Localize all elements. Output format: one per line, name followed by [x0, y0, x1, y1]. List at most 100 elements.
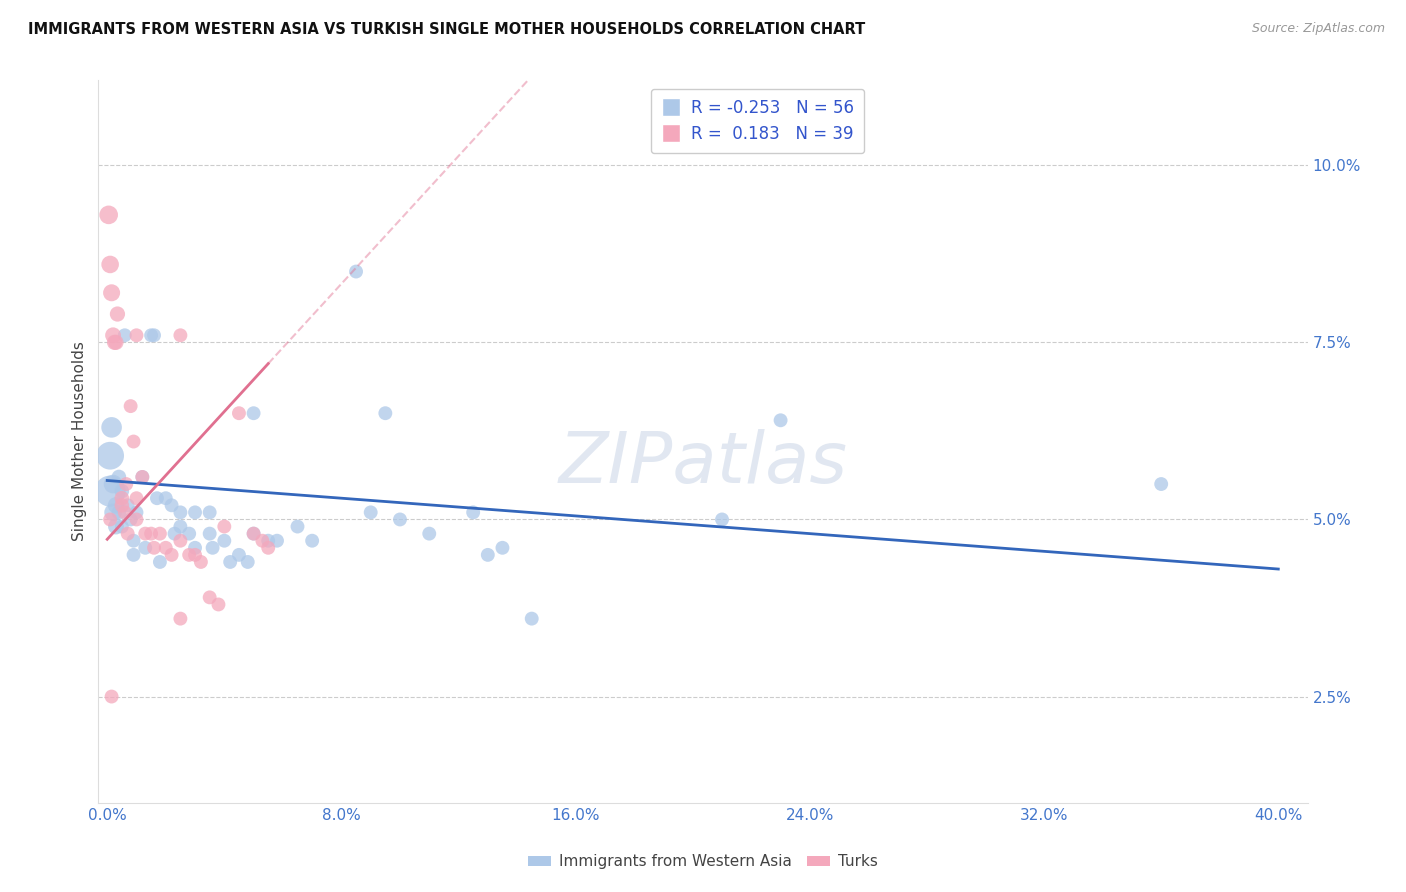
- Point: [163, 526, 186, 541]
- Point: [190, 555, 212, 569]
- Point: [143, 541, 166, 555]
- Point: [111, 484, 134, 499]
- Point: [344, 264, 367, 278]
- Point: [122, 548, 145, 562]
- Point: [228, 406, 250, 420]
- Point: [184, 541, 207, 555]
- Text: IMMIGRANTS FROM WESTERN ASIA VS TURKISH SINGLE MOTHER HOUSEHOLDS CORRELATION CHA: IMMIGRANTS FROM WESTERN ASIA VS TURKISH …: [28, 22, 865, 37]
- Point: [125, 328, 148, 343]
- Point: [520, 612, 543, 626]
- Point: [98, 512, 121, 526]
- Point: [101, 328, 124, 343]
- Point: [117, 498, 139, 512]
- Point: [418, 526, 440, 541]
- Point: [266, 533, 288, 548]
- Point: [143, 328, 166, 343]
- Point: [97, 208, 120, 222]
- Point: [100, 285, 122, 300]
- Point: [198, 591, 221, 605]
- Point: [103, 335, 125, 350]
- Point: [179, 526, 201, 541]
- Point: [242, 526, 264, 541]
- Point: [287, 519, 309, 533]
- Point: [114, 328, 136, 343]
- Legend: R = -0.253   N = 56, R =  0.183   N = 39: R = -0.253 N = 56, R = 0.183 N = 39: [651, 88, 863, 153]
- Point: [198, 505, 221, 519]
- Point: [146, 491, 169, 506]
- Point: [107, 307, 129, 321]
- Point: [160, 548, 183, 562]
- Point: [184, 548, 207, 562]
- Point: [179, 548, 201, 562]
- Point: [201, 541, 224, 555]
- Text: ZIPatlas: ZIPatlas: [558, 429, 848, 498]
- Point: [769, 413, 792, 427]
- Point: [101, 477, 124, 491]
- Point: [104, 498, 127, 512]
- Point: [131, 470, 153, 484]
- Point: [160, 498, 183, 512]
- Point: [169, 505, 191, 519]
- Point: [214, 533, 236, 548]
- Point: [388, 512, 411, 526]
- Point: [149, 555, 172, 569]
- Point: [360, 505, 382, 519]
- Point: [139, 526, 162, 541]
- Point: [252, 533, 274, 548]
- Point: [1150, 477, 1173, 491]
- Point: [198, 526, 221, 541]
- Point: [169, 533, 191, 548]
- Point: [111, 519, 134, 533]
- Point: [149, 526, 172, 541]
- Point: [477, 548, 499, 562]
- Point: [257, 541, 280, 555]
- Point: [155, 541, 177, 555]
- Point: [184, 505, 207, 519]
- Point: [207, 598, 229, 612]
- Point: [131, 470, 153, 484]
- Point: [242, 526, 264, 541]
- Point: [100, 690, 122, 704]
- Point: [114, 505, 136, 519]
- Point: [101, 505, 124, 519]
- Point: [134, 526, 156, 541]
- Point: [463, 505, 485, 519]
- Legend: Immigrants from Western Asia, Turks: Immigrants from Western Asia, Turks: [522, 848, 884, 875]
- Point: [108, 470, 131, 484]
- Point: [155, 491, 177, 506]
- Point: [115, 477, 138, 491]
- Point: [125, 512, 148, 526]
- Point: [242, 406, 264, 420]
- Point: [104, 335, 127, 350]
- Point: [122, 434, 145, 449]
- Point: [111, 498, 134, 512]
- Point: [139, 328, 162, 343]
- Point: [100, 420, 122, 434]
- Point: [228, 548, 250, 562]
- Point: [120, 399, 142, 413]
- Point: [125, 505, 148, 519]
- Point: [219, 555, 242, 569]
- Point: [111, 491, 134, 506]
- Point: [214, 519, 236, 533]
- Y-axis label: Single Mother Households: Single Mother Households: [72, 342, 87, 541]
- Text: Source: ZipAtlas.com: Source: ZipAtlas.com: [1251, 22, 1385, 36]
- Point: [134, 541, 156, 555]
- Point: [257, 533, 280, 548]
- Point: [117, 526, 139, 541]
- Point: [169, 328, 191, 343]
- Point: [98, 449, 121, 463]
- Point: [122, 533, 145, 548]
- Point: [120, 512, 142, 526]
- Point: [125, 491, 148, 506]
- Point: [711, 512, 734, 526]
- Point: [301, 533, 323, 548]
- Point: [98, 257, 121, 271]
- Point: [169, 612, 191, 626]
- Point: [108, 505, 131, 519]
- Point: [104, 519, 127, 533]
- Point: [374, 406, 396, 420]
- Point: [98, 484, 121, 499]
- Point: [491, 541, 513, 555]
- Point: [236, 555, 259, 569]
